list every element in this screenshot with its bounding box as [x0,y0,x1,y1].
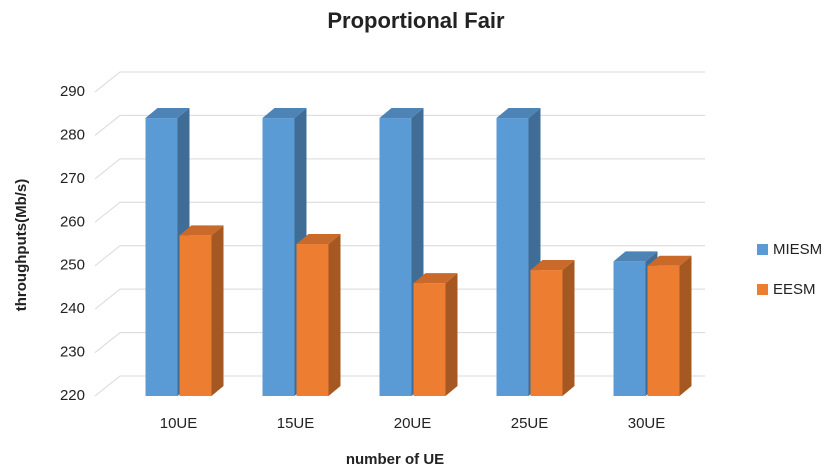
y-tick-label: 240 [60,300,85,317]
bar [262,118,295,397]
bar [379,118,412,397]
bar-side [211,225,224,396]
y-tick-label: 250 [60,257,85,274]
bar [613,261,646,396]
y-tick-label: 280 [60,126,85,143]
bar-side [562,260,575,396]
grid-line [94,71,705,93]
x-tick-label: 30UE [628,415,666,432]
bar [179,235,212,396]
y-tick-label: 220 [60,387,85,404]
bar-side [328,234,341,396]
bar-side [679,255,692,396]
x-tick-label: 15UE [277,415,315,432]
legend-swatch [757,244,768,255]
bar-top [413,273,458,284]
y-tick-label: 260 [60,213,85,230]
bar-top [613,251,658,262]
legend-swatch [757,284,768,295]
bar-top [530,260,575,271]
chart-title: Proportional Fair [327,8,505,33]
bar [413,283,446,396]
bar [496,118,529,397]
y-tick-label: 290 [60,83,85,100]
y-axis-label: throughputs(Mb/s) [13,179,30,311]
bar-top [262,108,307,119]
legend-label: MIESM [773,241,822,258]
bar [530,270,563,396]
y-tick-label: 230 [60,344,85,361]
bar [647,265,680,396]
bar-top [496,108,541,119]
x-axis-label: number of UE [346,451,444,468]
bar-top [379,108,424,119]
bar-top [145,108,190,119]
x-tick-label: 10UE [160,415,198,432]
bar-top [647,255,692,266]
legend-label: EESM [773,281,816,298]
x-tick-label: 20UE [394,415,432,432]
x-tick-label: 25UE [511,415,549,432]
bar [145,118,178,397]
y-tick-label: 270 [60,170,85,187]
bar-side [445,273,458,396]
bar [296,244,329,396]
bar-top [296,234,341,244]
bar-top [179,225,224,236]
